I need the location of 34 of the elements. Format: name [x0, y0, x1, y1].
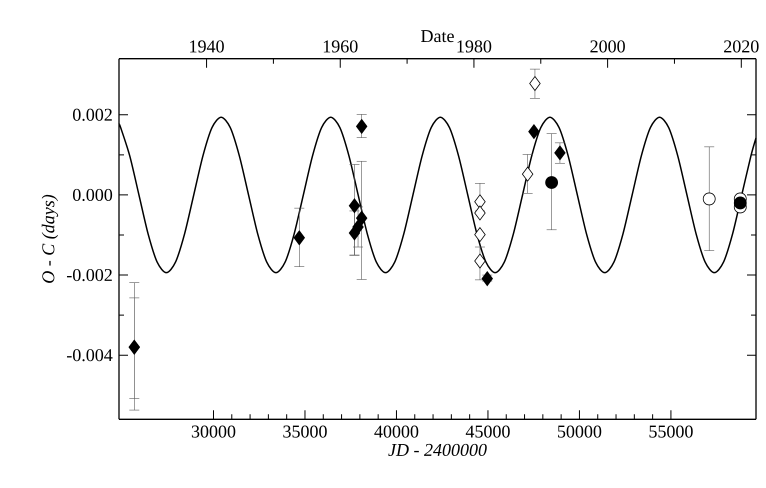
x-tick-label: 45000: [466, 426, 510, 438]
y-tick-label: -0.002: [66, 268, 112, 282]
y-axis-title: O - C (days): [42, 194, 58, 283]
point: [474, 254, 486, 268]
point: [522, 166, 534, 182]
x2-tick-label: 1960: [324, 40, 358, 52]
point: [734, 196, 747, 210]
y-tick-label: 0.002: [72, 108, 112, 121]
point: [352, 220, 364, 234]
point: [356, 119, 368, 134]
point: [474, 206, 486, 220]
x-tick-label: 40000: [374, 426, 418, 438]
y-tick-label: -0.004: [66, 349, 113, 362]
x2-axis-title: Date: [421, 30, 454, 42]
point: [545, 176, 558, 189]
y-tick-label: 0.000: [72, 188, 112, 202]
point: [528, 124, 540, 140]
point: [529, 76, 541, 91]
point: [294, 230, 305, 246]
x2-tick-label: 2000: [590, 40, 625, 52]
x-tick-label: 55000: [649, 426, 693, 438]
point: [474, 194, 486, 210]
x2-tick-label: 1980: [458, 40, 492, 52]
point: [554, 145, 566, 160]
x-axis-title: JD - 2400000: [388, 444, 487, 456]
x2-tick-label: 2020: [724, 40, 759, 52]
point: [474, 227, 486, 242]
x2-tick-label: 1940: [190, 40, 224, 52]
x-tick-label: 50000: [558, 426, 602, 438]
x-tick-label: 30000: [192, 426, 236, 438]
point: [356, 210, 368, 226]
point: [348, 198, 360, 214]
point: [702, 192, 716, 206]
x-tick-label: 35000: [283, 426, 327, 438]
